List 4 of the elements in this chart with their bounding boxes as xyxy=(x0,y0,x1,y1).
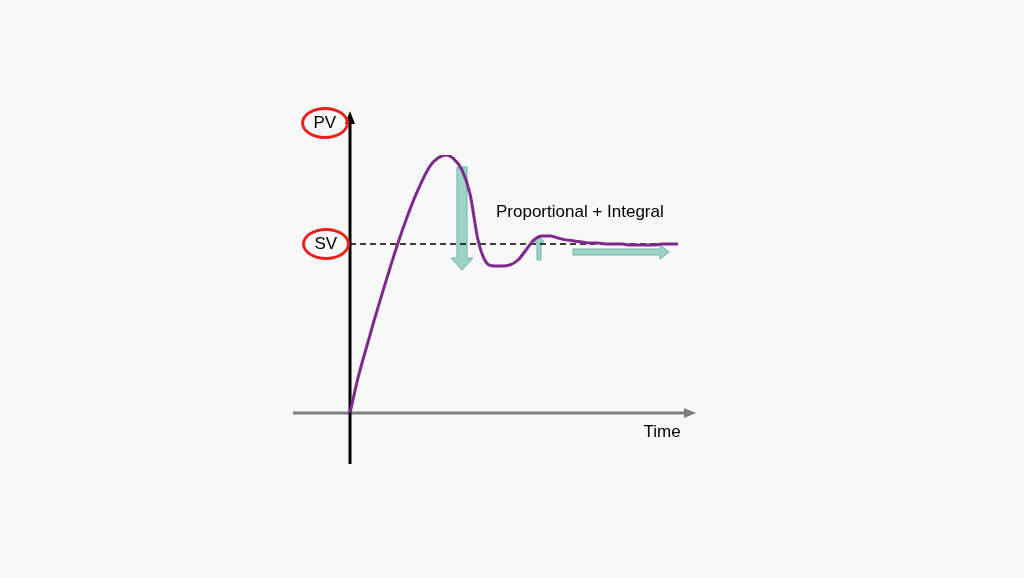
x-axis-title: Time xyxy=(643,422,681,442)
y-axis-title: PV xyxy=(313,113,337,133)
ref-line-label: SV xyxy=(314,234,338,254)
annotation: Proportional + Integral xyxy=(496,202,664,222)
